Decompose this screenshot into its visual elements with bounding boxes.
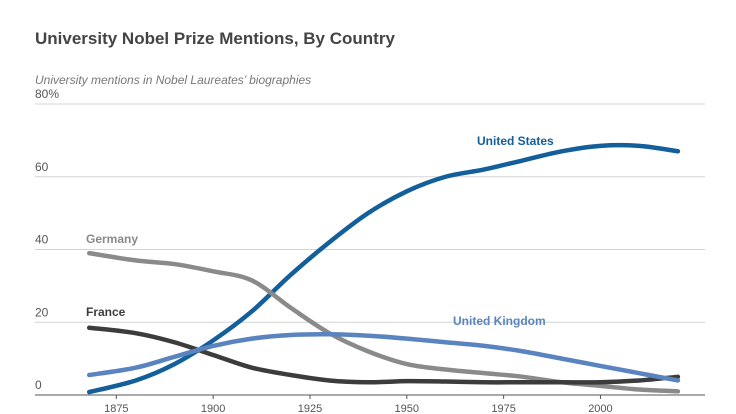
chart-title: University Nobel Prize Mentions, By Coun…: [35, 29, 395, 48]
y-tick-label: 0: [35, 378, 42, 392]
y-tick-label: 60: [35, 160, 49, 174]
x-tick-label: 2000: [588, 403, 612, 414]
y-tick-label: 40: [35, 233, 49, 247]
chart-subtitle: University mentions in Nobel Laureates’ …: [35, 73, 311, 87]
series-label: United States: [477, 134, 554, 148]
series-line: [86, 325, 681, 385]
x-tick-label: 1925: [298, 403, 322, 414]
x-tick-label: 1875: [104, 403, 128, 414]
series-label: France: [86, 305, 126, 319]
y-tick-label: 80%: [35, 87, 59, 101]
x-tick-label: 1900: [201, 403, 225, 414]
x-tick-label: 1950: [395, 403, 419, 414]
series-label: Germany: [86, 232, 138, 246]
series-line: [86, 331, 681, 383]
x-tick-label: 1975: [491, 403, 515, 414]
series-label: United Kingdom: [453, 314, 546, 328]
y-tick-label: 20: [35, 305, 49, 319]
